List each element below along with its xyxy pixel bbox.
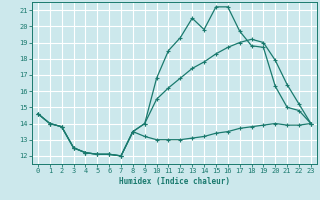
X-axis label: Humidex (Indice chaleur): Humidex (Indice chaleur) [119, 177, 230, 186]
